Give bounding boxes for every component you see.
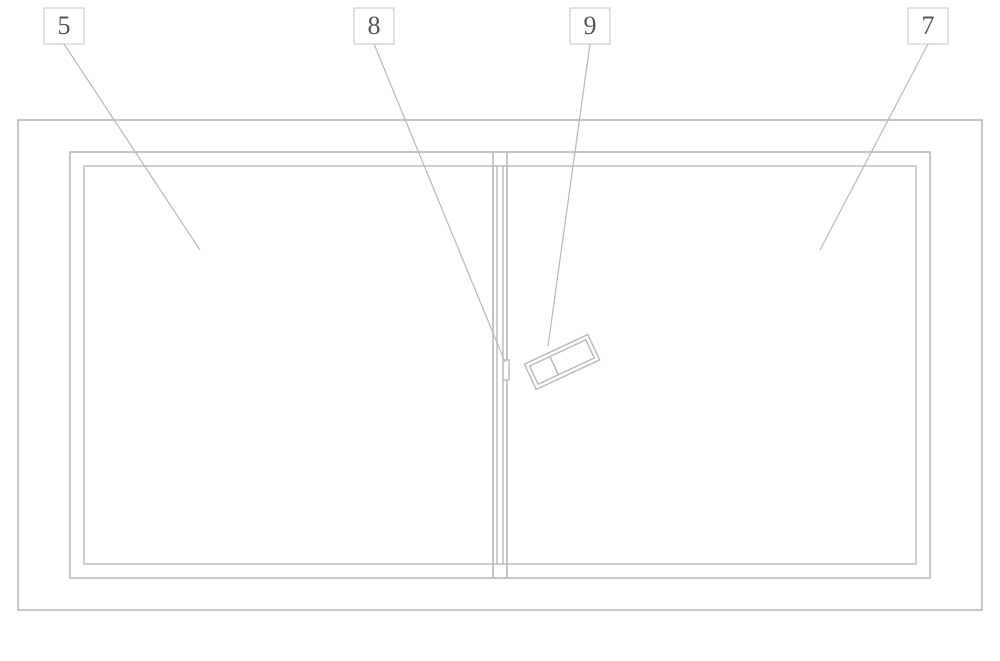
svg-text:8: 8: [368, 11, 381, 40]
svg-text:9: 9: [584, 11, 597, 40]
svg-text:7: 7: [922, 11, 935, 40]
svg-text:5: 5: [58, 11, 71, 40]
